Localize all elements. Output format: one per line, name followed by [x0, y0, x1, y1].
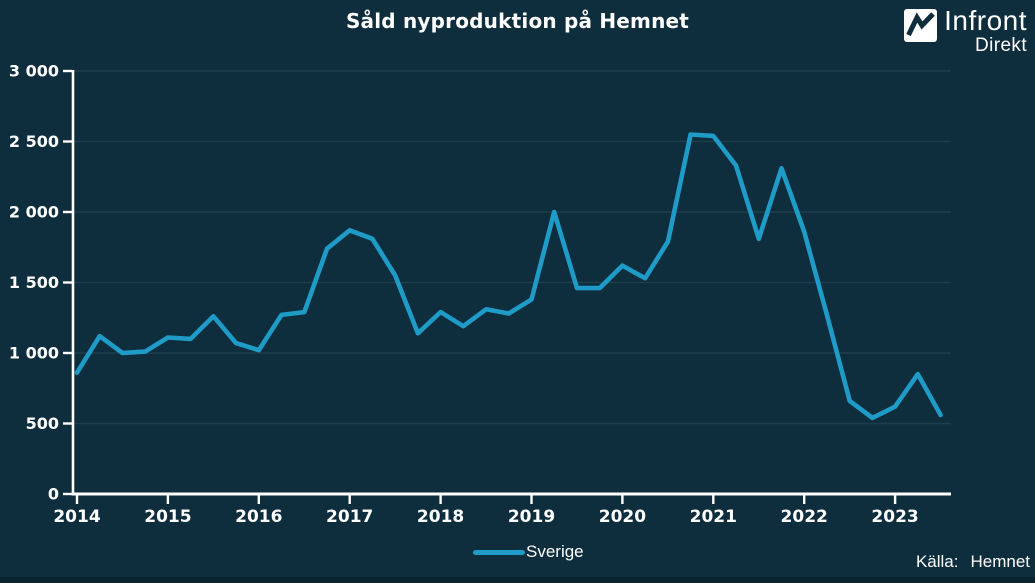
source-note: Källa: Hemnet: [916, 552, 1030, 572]
x-tick-label: 2023: [871, 507, 918, 527]
y-tick-label: 500: [26, 414, 59, 433]
series-line-sverige: [74, 132, 943, 421]
x-tick-label: 2018: [417, 507, 464, 527]
x-tick-label: 2015: [144, 507, 191, 527]
x-tick-label: 2014: [53, 507, 100, 527]
legend-line-swatch: [473, 549, 525, 555]
y-tick-label: 1 500: [9, 273, 59, 292]
y-tick-label: 3 000: [9, 62, 59, 81]
y-tick-label: 2 500: [9, 132, 59, 151]
x-tick-label: 2022: [781, 507, 828, 527]
x-tick-label: 2020: [599, 507, 646, 527]
legend-series-label: Sverige: [526, 542, 584, 561]
x-tick-label: 2017: [326, 507, 373, 527]
source-label: Källa:: [915, 552, 959, 571]
source-value: Hemnet: [970, 552, 1030, 571]
y-tick-label: 0: [48, 485, 59, 504]
page-title: Såld nyproduktion på Hemnet: [345, 9, 690, 33]
x-tick-label: 2019: [508, 507, 555, 527]
x-tick-label: 2021: [690, 507, 737, 527]
x-tick-label: 2016: [235, 507, 282, 527]
logo-text-main: Infront: [944, 5, 1027, 36]
y-tick-label: 2 000: [9, 203, 59, 222]
logo-text: Infront Direkt: [944, 6, 1027, 57]
bottom-divider-strip: [0, 577, 1035, 583]
infront-logo: Infront Direkt: [904, 6, 1027, 57]
chart-legend: Sverige: [473, 542, 584, 561]
y-tick-label: 1 000: [9, 344, 59, 363]
infront-zigzag-icon: [904, 9, 938, 46]
logo-text-sub: Direkt: [974, 35, 1027, 57]
